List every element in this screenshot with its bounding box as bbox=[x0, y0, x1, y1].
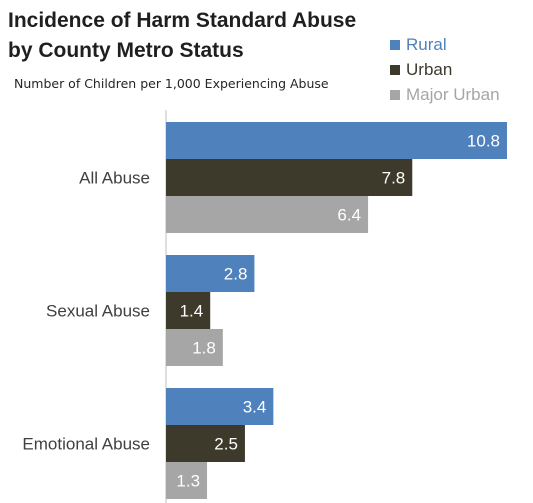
data-label-rural-2: 3.4 bbox=[243, 398, 267, 417]
legend-label-rural: Rural bbox=[406, 34, 447, 54]
bar-urban-2 bbox=[166, 425, 245, 462]
legend-swatch-urban bbox=[390, 64, 400, 75]
bar-major-urban-0 bbox=[166, 196, 369, 233]
data-label-urban-1: 1.4 bbox=[180, 302, 204, 321]
legend-swatch-rural bbox=[390, 39, 400, 50]
legend-label-major-urban: Major Urban bbox=[406, 84, 500, 104]
data-label-urban-2: 2.5 bbox=[214, 435, 238, 454]
data-label-major-urban-2: 1.3 bbox=[176, 472, 200, 491]
bar-urban-1 bbox=[166, 292, 211, 329]
bar-urban-0 bbox=[166, 159, 413, 196]
bar-major-urban-2 bbox=[166, 462, 208, 499]
legend-label-urban: Urban bbox=[406, 59, 453, 79]
legend-item-urban: Urban bbox=[390, 57, 500, 82]
legend-item-major-urban: Major Urban bbox=[390, 82, 500, 107]
legend-item-rural: Rural bbox=[390, 32, 500, 57]
chart-title-line-1: Incidence of Harm Standard Abuse bbox=[8, 9, 357, 32]
data-label-rural-0: 10.8 bbox=[467, 132, 500, 151]
data-label-urban-0: 7.8 bbox=[382, 169, 406, 188]
category-label-2: Emotional Abuse bbox=[22, 435, 150, 454]
bar-rural-2 bbox=[166, 388, 274, 425]
chart-title-line-2: by County Metro Status bbox=[8, 39, 244, 62]
category-label-1: Sexual Abuse bbox=[46, 302, 150, 321]
bar-rural-0 bbox=[166, 122, 507, 159]
bar-major-urban-1 bbox=[166, 329, 223, 366]
data-label-major-urban-0: 6.4 bbox=[337, 206, 361, 225]
bar-rural-1 bbox=[166, 255, 255, 292]
chart-legend: Rural Urban Major Urban bbox=[390, 32, 500, 107]
category-label-0: All Abuse bbox=[79, 169, 150, 188]
chart-subtitle: Number of Children per 1,000 Experiencin… bbox=[14, 76, 329, 91]
legend-swatch-major-urban bbox=[390, 89, 400, 100]
data-label-major-urban-1: 1.8 bbox=[192, 339, 216, 358]
data-label-rural-1: 2.8 bbox=[224, 265, 248, 284]
chart-title: Incidence of Harm Standard Abuse by Coun… bbox=[8, 6, 356, 66]
